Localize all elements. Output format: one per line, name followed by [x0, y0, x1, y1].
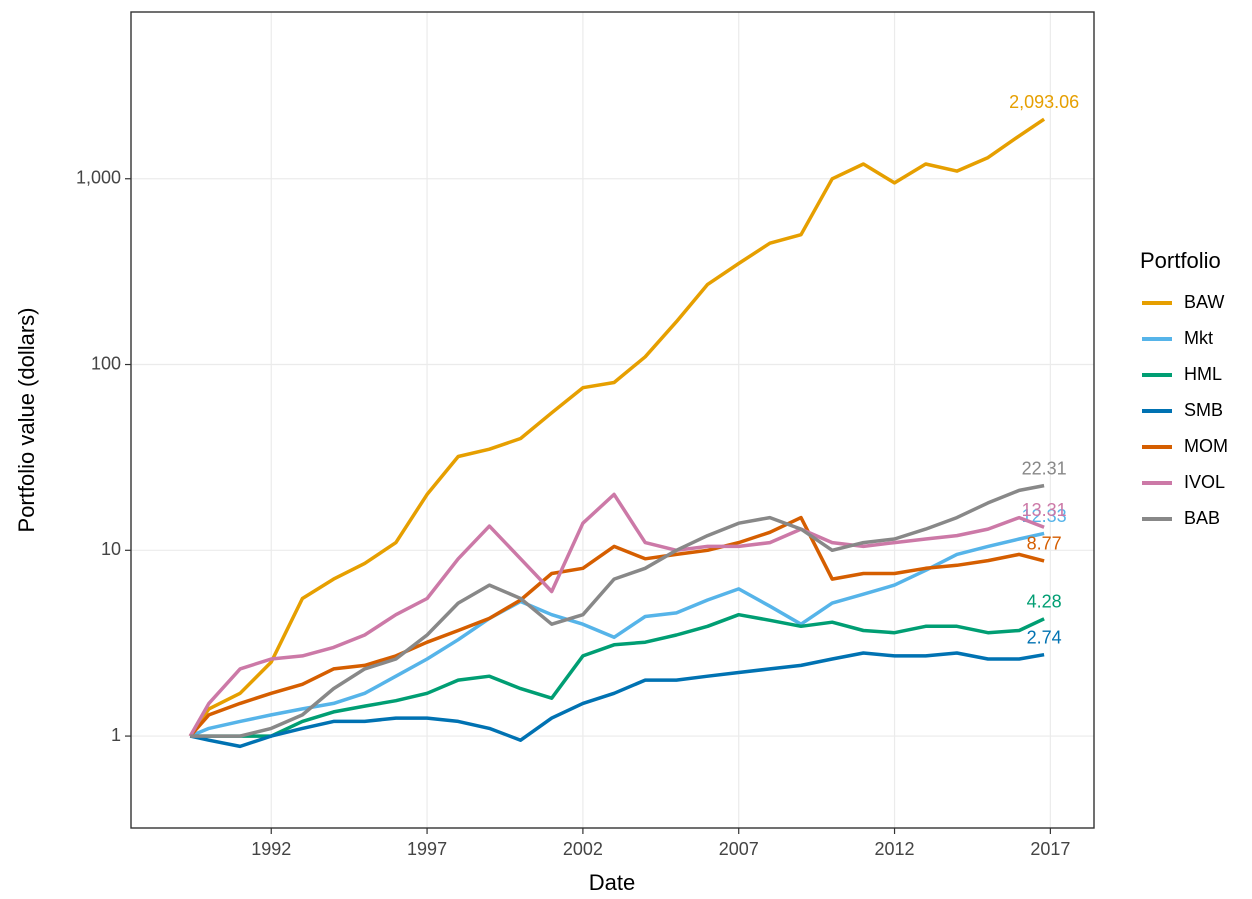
series-line	[190, 483, 1045, 738]
series-line	[188, 492, 1045, 737]
x-tick-label: 1997	[407, 839, 447, 859]
series-line	[188, 515, 1045, 738]
x-tick-label: 2002	[563, 839, 603, 859]
legend-text: IVOL	[1184, 472, 1225, 492]
legend-text: MOM	[1184, 436, 1228, 456]
x-tick-label: 1992	[251, 839, 291, 859]
y-tick-label: 100	[91, 353, 121, 373]
series-line	[189, 531, 1045, 738]
data-label: 2,093.06	[1009, 92, 1079, 112]
data-label: 2.74	[1027, 627, 1062, 647]
series-line	[190, 612, 1045, 738]
plot-border	[130, 11, 1095, 829]
y-axis-title: Portfolio value (dollars)	[14, 308, 39, 533]
legend-title: Portfolio	[1140, 248, 1221, 273]
legend-text: Mkt	[1184, 328, 1213, 348]
y-tick-label: 10	[101, 539, 121, 559]
y-tick-label: 1,000	[76, 168, 121, 188]
data-label: 22.31	[1022, 458, 1067, 478]
legend-text: SMB	[1184, 400, 1223, 420]
x-axis-title: Date	[589, 870, 635, 895]
legend-text: BAW	[1184, 292, 1224, 312]
series-line	[188, 117, 1046, 738]
data-label: 13.31	[1022, 500, 1067, 520]
legend-text: HML	[1184, 364, 1222, 384]
x-tick-label: 2012	[875, 839, 915, 859]
data-label: 8.77	[1027, 534, 1062, 554]
series-line	[189, 651, 1045, 749]
data-label: 4.28	[1027, 592, 1062, 612]
y-tick-label: 1	[111, 725, 121, 745]
x-tick-label: 2017	[1030, 839, 1070, 859]
x-tick-label: 2007	[719, 839, 759, 859]
legend-text: BAB	[1184, 508, 1220, 528]
